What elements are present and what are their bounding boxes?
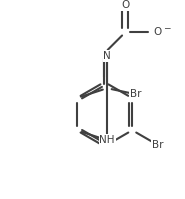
Text: O: O [121,0,130,10]
Text: NH: NH [99,135,115,145]
Text: Br: Br [130,89,141,99]
Text: −: − [163,23,170,32]
Text: O: O [154,27,162,37]
Text: Br: Br [152,140,164,150]
Text: N: N [103,51,111,61]
